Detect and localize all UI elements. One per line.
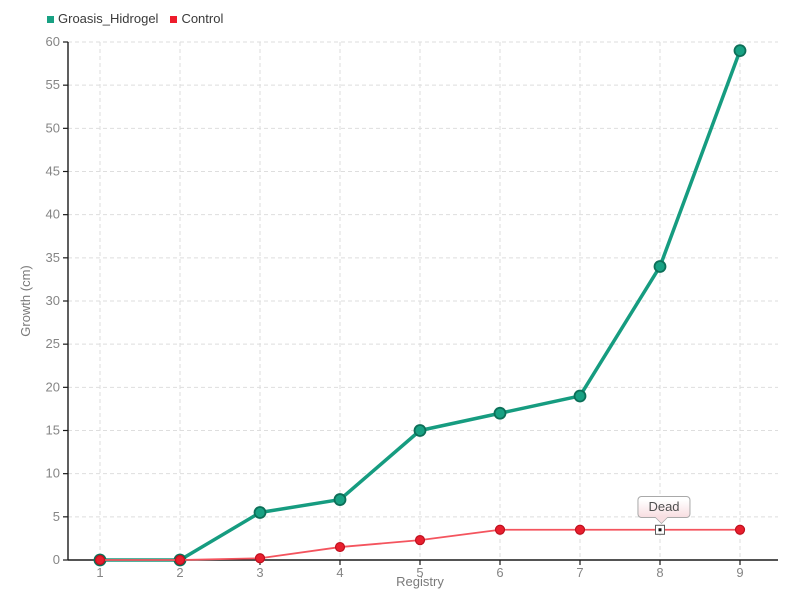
x-tick-label: 5 — [416, 565, 423, 580]
y-tick-label: 45 — [46, 164, 60, 179]
y-tick-label: 15 — [46, 423, 60, 438]
y-tick-label: 20 — [46, 379, 60, 394]
x-tick-label: 4 — [336, 565, 343, 580]
x-tick-label: 3 — [256, 565, 263, 580]
legend-label: Groasis_Hidrogel — [58, 11, 159, 26]
tooltip-text: Dead — [648, 498, 680, 514]
legend-swatch — [47, 15, 54, 23]
legend-label: Control — [181, 11, 224, 26]
data-point-control-2[interactable] — [174, 554, 186, 566]
y-tick-label: 25 — [46, 336, 60, 351]
y-tick-label: 30 — [46, 293, 60, 308]
y-tick-label: 60 — [46, 34, 60, 49]
legend-swatch — [170, 15, 178, 23]
y-tick-label: 55 — [46, 77, 60, 92]
data-point-control-3[interactable] — [254, 553, 266, 564]
y-axis-title: Growth (cm) — [18, 265, 33, 337]
x-tick-label: 1 — [96, 565, 103, 580]
data-point-groasis_hidrogel-9[interactable] — [733, 44, 747, 58]
x-tick-label: 2 — [176, 565, 183, 580]
y-tick-label: 40 — [46, 207, 60, 222]
x-axis-title: Registry — [396, 574, 444, 589]
data-point-control-9[interactable] — [734, 524, 746, 535]
data-point-groasis_hidrogel-6[interactable] — [493, 406, 507, 420]
data-point-groasis_hidrogel-5[interactable] — [413, 424, 427, 437]
y-tick-label: 10 — [46, 466, 60, 481]
data-point-groasis_hidrogel-4[interactable] — [333, 493, 347, 506]
x-tick-label: 8 — [656, 565, 663, 580]
data-point-control-1[interactable] — [94, 554, 106, 566]
y-tick-label: 35 — [46, 250, 60, 265]
tooltip-dead: Dead — [637, 495, 691, 524]
data-point-groasis_hidrogel-3[interactable] — [253, 506, 267, 519]
data-point-inner-square — [658, 528, 662, 532]
data-point-control-4[interactable] — [334, 541, 346, 553]
x-tick-label: 6 — [496, 565, 503, 580]
x-tick-label: 7 — [576, 565, 583, 580]
x-tick-label: 9 — [736, 565, 743, 580]
data-point-control-6[interactable] — [494, 524, 506, 535]
y-tick-label: 50 — [46, 120, 60, 135]
data-point-control-5[interactable] — [414, 535, 426, 546]
legend-item-groasis[interactable]: Groasis_Hidrogel — [47, 11, 158, 26]
y-tick-label: 5 — [53, 509, 60, 524]
legend-item-control[interactable]: Control — [170, 11, 223, 26]
y-tick-label: 0 — [53, 552, 60, 567]
data-point-groasis_hidrogel-8[interactable] — [653, 260, 667, 273]
data-point-groasis_hidrogel-7[interactable] — [573, 389, 587, 403]
data-point-control-7[interactable] — [574, 524, 586, 535]
legend: Groasis_Hidrogel Control — [47, 11, 223, 26]
